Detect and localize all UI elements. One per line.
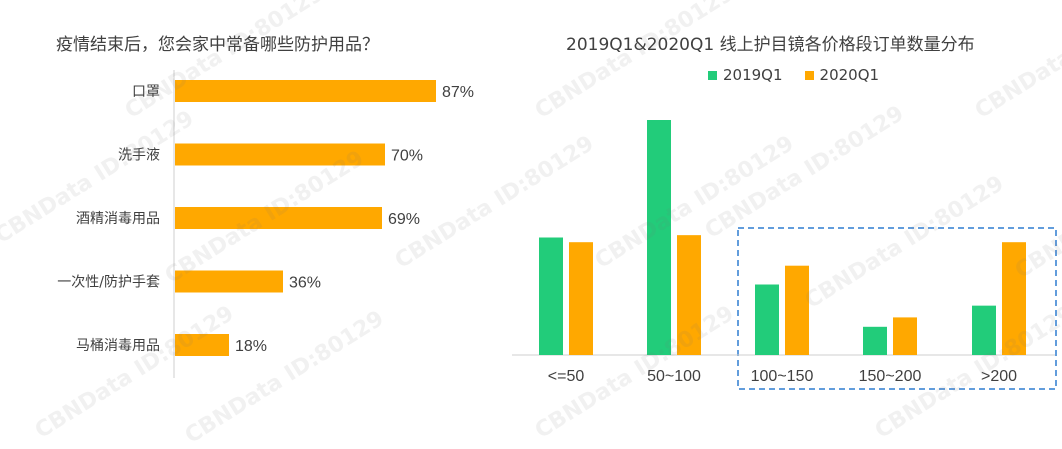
x-tick-label-1: 50~100 [647,368,701,385]
legend: 2019Q1 2020Q1 [708,66,879,84]
bar-4 [175,334,229,356]
value-label-1: 70% [391,148,423,165]
category-label-4: 马桶消毒用品 [76,338,160,354]
bar-2 [175,207,382,229]
category-label-1: 洗手液 [118,148,160,164]
left-chart-panel: 疫情结束后，您会家中常备哪些防护用品？ 口罩 87% 洗手液 70% 酒精消毒用品 69%… [0,0,500,401]
value-label-3: 36% [289,275,321,292]
legend-swatch-2019q1 [708,70,717,80]
value-label-4: 18% [235,338,267,355]
bar-2019q1-4 [972,305,996,355]
value-label-0: 87% [442,84,474,101]
left-chart-title: 疫情结束后，您会家中常备哪些防护用品？ [56,35,379,55]
bar-0 [175,80,436,102]
bar-2019q1-2 [755,284,779,355]
bar-1 [175,143,385,166]
legend-label-2020q1: 2020Q1 [819,66,880,84]
value-label-2: 69% [388,211,420,228]
category-label-2: 酒精消毒用品 [76,211,160,227]
category-label-0: 口罩 [132,84,160,100]
bar-2020q1-0 [569,242,593,355]
x-tick-label-3: 150~200 [859,368,922,385]
bar-2019q1-1 [647,120,671,355]
right-chart-panel: 2019Q1&2020Q1 线上护目镜各价格段订单数量分布 2019Q1 202… [500,0,1062,401]
bar-2020q1-2 [785,265,809,355]
bar-2020q1-1 [677,235,701,355]
bar-3 [175,270,283,293]
bar-2020q1-3 [893,317,917,355]
x-tick-label-0: <=50 [548,368,585,385]
x-tick-label-2: 100~150 [751,368,814,385]
legend-item-2019q1: 2019Q1 [708,66,783,84]
bar-2020q1-4 [1002,242,1026,355]
right-bar-chart: <=50 50~100 100~150 150~200 >200 [512,120,1057,390]
left-bar-chart: 口罩 87% 洗手液 70% 酒精消毒用品 69% 一次性/防护手套 36% 马桶消毒用品 18% [57,70,474,378]
legend-swatch-2020q1 [804,70,814,80]
category-label-3: 一次性/防护手套 [57,275,160,291]
bar-2019q1-3 [863,326,887,355]
legend-label-2019q1: 2019Q1 [723,66,783,84]
right-chart-title: 2019Q1&2020Q1 线上护目镜各价格段订单数量分布 [566,35,975,55]
x-tick-label-4: >200 [981,368,1017,385]
legend-item-2020q1: 2020Q1 [804,66,880,84]
bar-2019q1-0 [539,237,563,355]
